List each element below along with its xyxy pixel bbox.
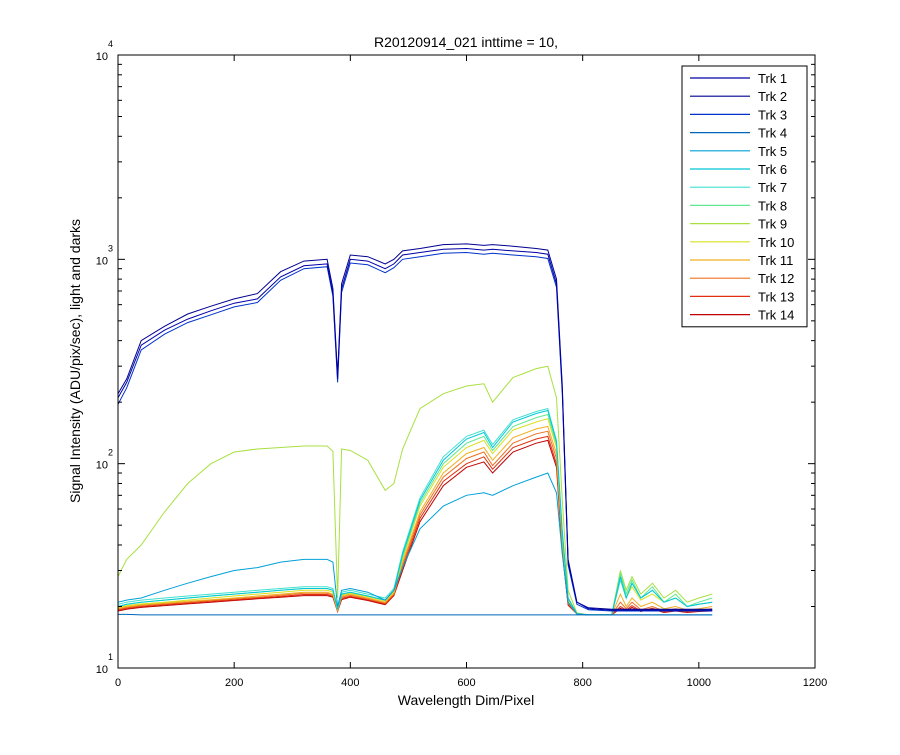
x-axis: 0 200 400 600 800 1000 1200 (115, 55, 827, 689)
y-tick-exponent: 4 (108, 39, 113, 49)
legend-entry: Trk 5 (758, 144, 787, 159)
x-tick-label: 1000 (687, 677, 711, 689)
legend-entry: Trk 1 (758, 71, 787, 86)
series-line-9 (117, 365, 713, 616)
series-line-6 (117, 409, 713, 616)
legend-entry: Trk 8 (758, 198, 787, 213)
x-tick-label: 200 (225, 677, 243, 689)
y-tick-label: 10 (96, 255, 108, 267)
series-line-2 (117, 243, 713, 610)
legend-entry: Trk 7 (758, 180, 787, 195)
x-tick-label: 400 (341, 677, 359, 689)
legend-entry: Trk 6 (758, 162, 787, 177)
x-axis-label: Wavelength Dim/Pixel (398, 692, 534, 708)
y-axis-label: Signal Intensity (ADU/pix/sec), light an… (67, 219, 83, 503)
series-line-10 (117, 418, 713, 616)
x-tick-label: 1200 (803, 677, 827, 689)
series-line-4 (118, 613, 713, 616)
series-line-11 (117, 425, 713, 616)
y-tick-label: 10 (96, 460, 108, 472)
y-tick-label: 10 (96, 664, 108, 676)
y-tick-exponent: 2 (108, 448, 113, 458)
legend-box (681, 65, 808, 328)
legend-entry: Trk 3 (758, 107, 787, 122)
x-tick-label: 0 (115, 677, 121, 689)
legend-entry: Trk 2 (758, 89, 787, 104)
y-tick-exponent: 3 (108, 243, 113, 253)
legend-entry: Trk 10 (758, 235, 794, 250)
series-line-13 (117, 435, 713, 616)
series-line-12 (117, 430, 713, 616)
legend-entry: Trk 9 (758, 217, 787, 232)
chart-title: R20120914_021 inttime = 10, (374, 34, 558, 50)
y-tick-exponent: 1 (108, 652, 113, 662)
series-lines (117, 243, 713, 616)
y-tick-label: 10 (96, 51, 108, 63)
legend-entry: Trk 11 (758, 253, 793, 268)
legend-entry: Trk 12 (758, 271, 794, 286)
x-tick-label: 600 (457, 677, 475, 689)
series-line-3 (117, 251, 713, 612)
series-line-1 (117, 247, 713, 611)
series-line-14 (117, 439, 713, 616)
legend-entry: Trk 4 (758, 126, 787, 141)
legend-entry: Trk 14 (758, 308, 794, 323)
legend: Trk 1 Trk 2 Trk 3 Trk 4 Trk 5 Trk 6 Trk 7 Trk 8… (681, 65, 808, 328)
legend-entry: Trk 13 (758, 289, 794, 304)
x-tick-label: 800 (573, 677, 591, 689)
